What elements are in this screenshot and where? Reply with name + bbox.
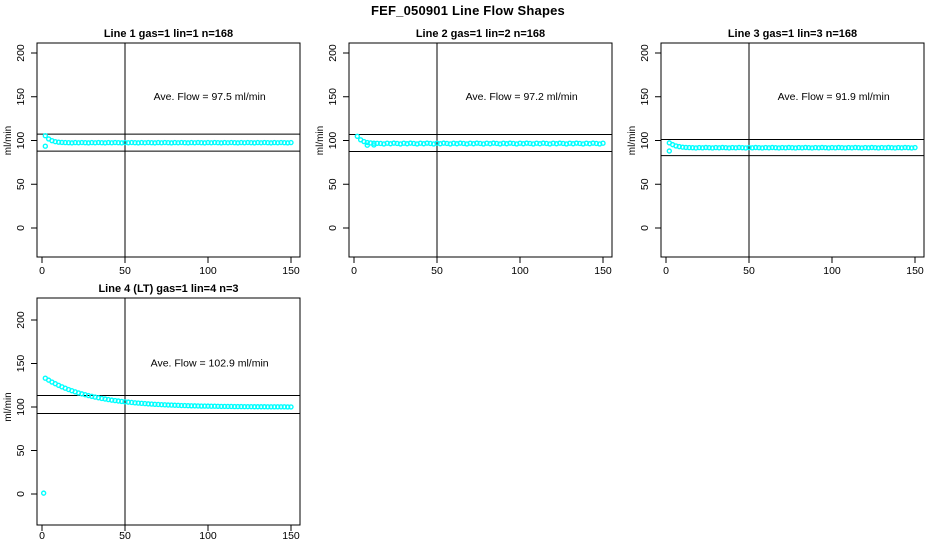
subplot-line-3: 0 50 100 150 0 50 100 150 200 ml/min Line 3 gas=1 … — [624, 25, 936, 282]
subplot-line-2: 0 50 100 150 0 50 100 150 200 ml/min Line 2 gas=1 … — [312, 25, 624, 282]
axes: 0 50 100 150 0 50 100 150 200 — [639, 44, 924, 277]
y-tick-label: 50 — [639, 178, 651, 190]
plot-box — [348, 42, 613, 258]
subplot-title: Line 1 gas=1 lin=1 n=168 — [104, 28, 233, 40]
y-tick-label: 100 — [639, 132, 651, 150]
y-tick-label: 150 — [15, 355, 27, 373]
x-tick-label: 100 — [823, 265, 841, 277]
axes: 0 50 100 150 0 50 100 150 200 — [15, 311, 300, 540]
y-tick-label: 200 — [639, 44, 651, 62]
plot-svg: 0 50 100 150 0 50 100 150 200 ml/min Line 1 gas=1 … — [3, 28, 301, 277]
x-tick-label: 100 — [199, 530, 217, 540]
x-tick-label: 150 — [282, 265, 300, 277]
ave-flow-annotation: Ave. Flow = 91.9 ml/min — [778, 91, 890, 103]
y-tick-label: 150 — [327, 88, 339, 106]
x-tick-label: 100 — [511, 265, 529, 277]
x-tick-label: 100 — [199, 265, 217, 277]
y-tick-label: 50 — [327, 178, 339, 190]
y-tick-label: 50 — [15, 445, 27, 457]
y-tick-label: 50 — [15, 178, 27, 190]
y-tick-label: 200 — [327, 44, 339, 62]
reference-lines — [37, 43, 300, 257]
x-tick-label: 150 — [282, 530, 300, 540]
y-axis-label: ml/min — [3, 126, 14, 155]
plot-svg: 0 50 100 150 0 50 100 150 200 ml/min Line 2 gas=1 … — [315, 28, 613, 277]
ave-flow-annotation: Ave. Flow = 97.2 ml/min — [466, 91, 578, 103]
data-points — [666, 140, 918, 154]
ave-flow-annotation: Ave. Flow = 102.9 ml/min — [151, 358, 269, 370]
main-title: FEF_050901 Line Flow Shapes — [371, 3, 565, 18]
y-tick-label: 200 — [15, 311, 27, 329]
y-axis-label: ml/min — [3, 392, 14, 421]
x-tick-label: 0 — [39, 530, 45, 540]
plot-box — [36, 297, 301, 526]
y-axis-label: ml/min — [315, 126, 326, 155]
ave-flow-annotation: Ave. Flow = 97.5 ml/min — [154, 91, 266, 103]
plot-svg: 0 50 100 150 0 50 100 150 200 ml/min Line 4 (LT) g… — [3, 283, 301, 540]
y-tick-label: 100 — [15, 398, 27, 416]
data-points — [354, 133, 606, 148]
y-tick-label: 150 — [639, 88, 651, 106]
subplot-line-4: 0 50 100 150 0 50 100 150 200 ml/min Line 4 (LT) g… — [0, 282, 312, 540]
y-tick-label: 100 — [327, 132, 339, 150]
x-tick-label: 0 — [39, 265, 45, 277]
x-tick-label: 150 — [594, 265, 612, 277]
subplot-title: Line 3 gas=1 lin=3 n=168 — [728, 28, 857, 40]
plot-svg: 0 50 100 150 0 50 100 150 200 ml/min Line 3 gas=1 … — [627, 28, 925, 277]
axes: 0 50 100 150 0 50 100 150 200 — [15, 44, 300, 277]
x-tick-label: 0 — [351, 265, 357, 277]
x-tick-label: 50 — [431, 265, 443, 277]
y-tick-label: 200 — [15, 44, 27, 62]
y-tick-label: 0 — [15, 225, 27, 231]
axes: 0 50 100 150 0 50 100 150 200 — [327, 44, 612, 277]
y-tick-label: 0 — [327, 225, 339, 231]
y-tick-label: 0 — [639, 225, 651, 231]
x-tick-label: 150 — [906, 265, 924, 277]
x-tick-label: 50 — [119, 530, 131, 540]
y-tick-label: 100 — [15, 132, 27, 150]
reference-lines — [37, 298, 300, 525]
y-axis-label: ml/min — [627, 126, 638, 155]
plot-box — [660, 42, 925, 258]
subplot-line-1: 0 50 100 150 0 50 100 150 200 ml/min Line 1 gas=1 … — [0, 25, 312, 282]
data-points — [40, 375, 294, 496]
subplot-title: Line 2 gas=1 lin=2 n=168 — [416, 28, 545, 40]
x-tick-label: 50 — [119, 265, 131, 277]
y-tick-label: 150 — [15, 88, 27, 106]
x-tick-label: 0 — [663, 265, 669, 277]
data-points — [42, 132, 294, 149]
x-tick-label: 50 — [743, 265, 755, 277]
reference-lines — [349, 43, 612, 257]
plot-box — [36, 42, 301, 258]
subplot-title: Line 4 (LT) gas=1 lin=4 n=3 — [98, 283, 238, 295]
y-tick-label: 0 — [15, 491, 27, 497]
